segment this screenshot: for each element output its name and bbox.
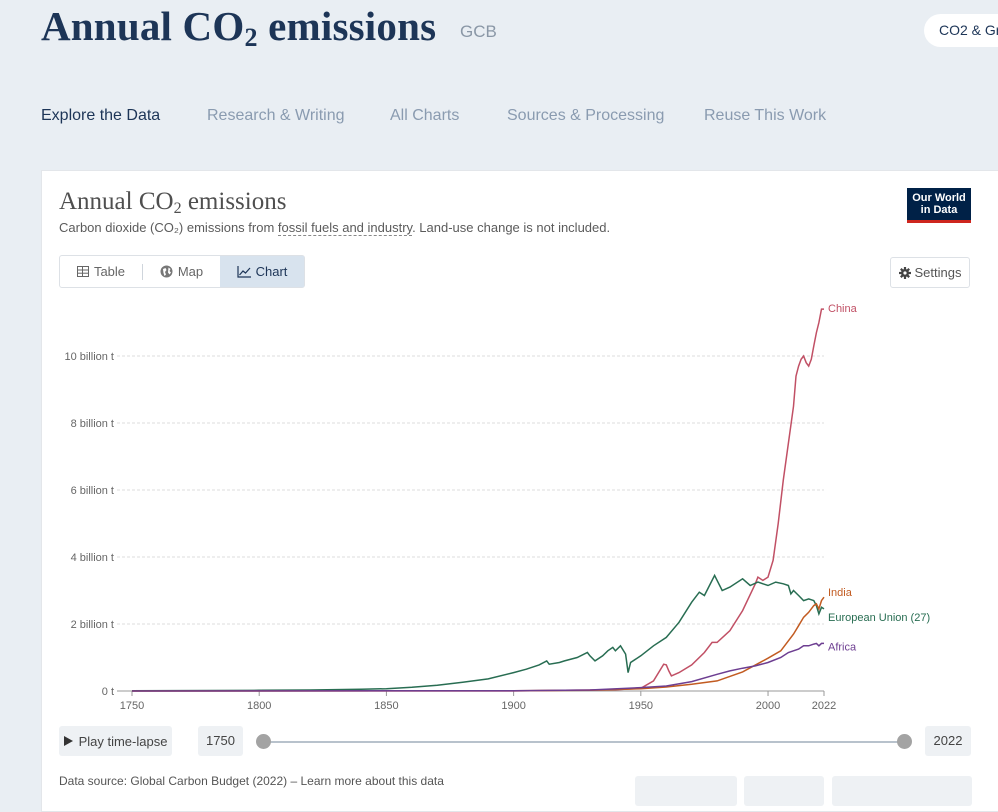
y-tick-label: 8 billion t — [71, 418, 114, 430]
page-title-main: Annual CO — [41, 3, 245, 49]
tab-all-charts[interactable]: All Charts — [390, 107, 460, 124]
chart-view-label: Chart — [255, 264, 288, 279]
owid-logo-line1: Our World — [912, 192, 966, 204]
x-tick-label: 2022 — [812, 700, 836, 711]
chart-title: Annual CO2 emissions — [59, 188, 286, 218]
y-tick-label: 2 billion t — [71, 619, 114, 631]
x-tick-label: 1900 — [501, 700, 525, 711]
footer-button-3[interactable] — [832, 776, 972, 806]
gear-icon — [898, 266, 911, 279]
series-label-european-union-27: European Union (27) — [828, 612, 930, 624]
timeline-slider-track[interactable] — [262, 741, 904, 743]
play-icon — [63, 736, 73, 746]
x-tick-label: 1750 — [120, 700, 144, 711]
fossil-fuels-link[interactable]: fossil fuels and industry — [277, 220, 413, 236]
subtitle-pre: Carbon dioxide (CO₂) emissions from — [59, 220, 278, 235]
y-tick-label: 10 billion t — [64, 351, 114, 363]
y-tick-label: 0 t — [102, 686, 114, 698]
page-title: Annual CO2 emissions — [41, 2, 436, 53]
map-view-button[interactable]: Map — [143, 256, 220, 287]
tab-explore-the-data[interactable]: Explore the Data — [41, 107, 161, 124]
tab-sources-processing[interactable]: Sources & Processing — [507, 107, 665, 124]
table-icon — [76, 266, 89, 277]
x-tick-label: 1950 — [629, 700, 653, 711]
page-title-rest: emissions — [257, 3, 437, 49]
timeline-start-handle[interactable] — [256, 734, 271, 749]
subtitle-post: . Land-use change is not included. — [412, 220, 611, 235]
tab-research-writing[interactable]: Research & Writing — [207, 107, 345, 124]
end-year-box[interactable]: 2022 — [925, 726, 971, 756]
chart-card: Annual CO2 emissions Carbon dioxide (CO₂… — [41, 170, 998, 812]
footer-button-2[interactable] — [744, 776, 824, 806]
series-line-africa — [131, 642, 824, 692]
toggle-separator — [142, 263, 143, 280]
line-chart-icon — [236, 265, 251, 278]
x-tick-label: 1800 — [247, 700, 271, 711]
owid-logo[interactable]: Our World in Data — [907, 188, 971, 223]
series-line-european-union-27 — [131, 573, 825, 692]
settings-label: Settings — [914, 265, 962, 280]
footer-button-1[interactable] — [635, 776, 737, 806]
play-timelapse-button[interactable]: Play time-lapse — [59, 726, 172, 756]
series-label-india: India — [828, 587, 853, 599]
map-view-label: Map — [177, 264, 204, 279]
table-view-label: Table — [93, 264, 126, 279]
series-line-india — [131, 596, 825, 692]
chart-subtitle: Carbon dioxide (CO₂) emissions from foss… — [59, 220, 611, 236]
series-label-china: China — [828, 303, 858, 315]
topic-pill[interactable]: CO2 & Gr — [924, 14, 998, 47]
chart-view-button[interactable]: Chart — [220, 256, 304, 287]
series-label-africa: Africa — [828, 641, 857, 653]
timeline-end-handle[interactable] — [897, 734, 912, 749]
play-timelapse-label: Play time-lapse — [78, 733, 168, 749]
y-tick-label: 4 billion t — [71, 552, 114, 564]
page-title-subscript: 2 — [244, 23, 258, 52]
table-view-button[interactable]: Table — [60, 256, 142, 287]
chart-title-rest: emissions — [181, 188, 287, 215]
settings-button[interactable]: Settings — [890, 257, 970, 288]
emissions-line-chart: 0 t 2 billion t 4 billion t 6 billion t 8 bi… — [64, 303, 930, 711]
tab-reuse-this-work[interactable]: Reuse This Work — [704, 107, 827, 124]
x-tick-label: 2000 — [756, 700, 780, 711]
start-year-box[interactable]: 1750 — [198, 726, 243, 756]
series-line-china — [132, 308, 824, 692]
y-tick-label: 6 billion t — [71, 485, 114, 497]
chart-title-main: Annual CO — [59, 188, 174, 215]
page-source-tag: GCB — [460, 22, 497, 41]
view-toggle: Table Map Chart — [59, 255, 305, 288]
chart-title-subscript: 2 — [173, 200, 182, 217]
globe-icon — [160, 265, 173, 278]
data-source-text: Data source: Global Carbon Budget (2022)… — [59, 774, 444, 788]
owid-logo-line2: in Data — [920, 204, 958, 216]
x-tick-label: 1850 — [374, 700, 398, 711]
